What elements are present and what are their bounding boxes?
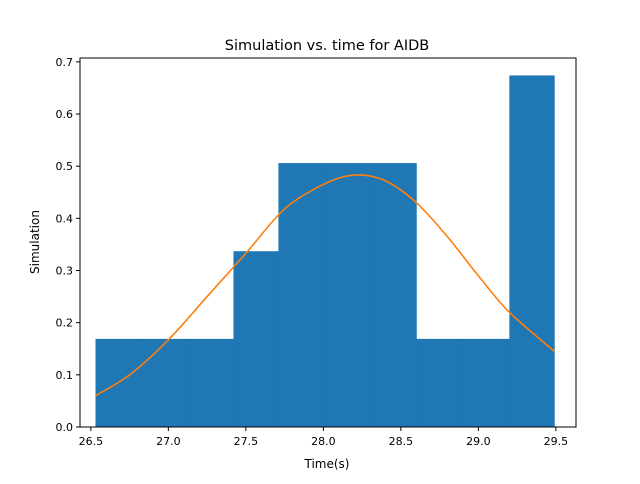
histogram-bar xyxy=(416,338,464,427)
x-tick-label: 29.0 xyxy=(466,435,491,448)
x-axis-label: Time(s) xyxy=(304,457,350,471)
y-tick-label: 0.3 xyxy=(56,265,74,278)
y-tick-label: 0.5 xyxy=(56,160,74,173)
x-tick-label: 27.5 xyxy=(234,435,259,448)
y-tick-label: 0.1 xyxy=(56,369,74,382)
y-tick-label: 0.0 xyxy=(56,421,74,434)
histogram-bar xyxy=(186,338,234,427)
y-axis-ticks: 0.0 0.1 0.2 0.3 0.4 0.5 0.6 0.7 xyxy=(56,56,80,434)
y-tick-label: 0.6 xyxy=(56,108,74,121)
histogram-bar xyxy=(509,75,555,427)
x-tick-label: 29.5 xyxy=(544,435,569,448)
histogram-bar xyxy=(371,163,417,428)
y-tick-label: 0.7 xyxy=(56,56,74,69)
histogram-bar xyxy=(324,163,372,428)
y-tick-label: 0.4 xyxy=(56,212,74,225)
x-axis-ticks: 26.5 27.0 27.5 28.0 28.5 29.0 29.5 xyxy=(79,427,568,448)
y-axis-label: Simulation xyxy=(28,210,42,274)
x-tick-label: 26.5 xyxy=(79,435,104,448)
bars-layer xyxy=(95,75,555,428)
histogram-bar xyxy=(462,338,510,427)
axes-frame xyxy=(79,57,577,428)
x-tick-label: 28.0 xyxy=(311,435,336,448)
x-tick-label: 28.5 xyxy=(389,435,414,448)
x-tick-label: 27.0 xyxy=(156,435,181,448)
histogram-bar xyxy=(142,338,188,427)
chart-title: Simulation vs. time for AIDB xyxy=(225,38,429,54)
y-tick-label: 0.2 xyxy=(56,317,74,330)
fit-curve xyxy=(95,174,555,397)
curve-layer xyxy=(95,174,555,397)
histogram-bar xyxy=(278,163,326,428)
histogram-bar xyxy=(233,251,279,427)
